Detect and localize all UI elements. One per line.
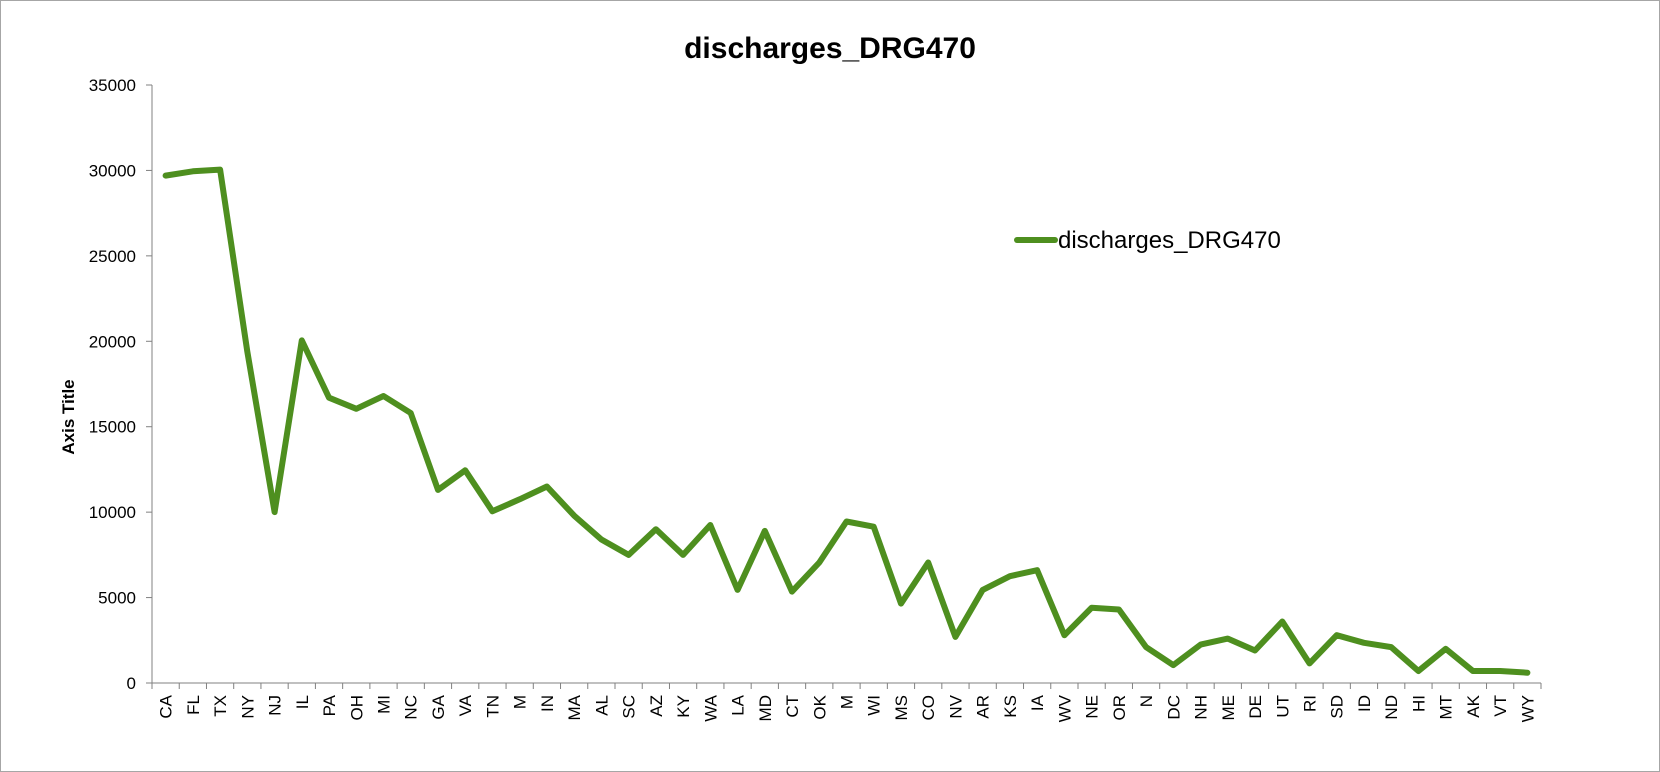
x-tick-label: CA: [157, 694, 176, 718]
x-tick-label: TN: [483, 695, 502, 718]
x-tick-label: PA: [320, 694, 339, 716]
axes: [146, 84, 1542, 689]
y-tick-label: 5000: [98, 589, 136, 608]
x-tick-label: RI: [1301, 695, 1320, 712]
x-tick-label: MT: [1437, 695, 1456, 720]
x-tick-label: DE: [1246, 695, 1265, 719]
x-tick-label: SC: [620, 695, 639, 719]
x-tick-label: M: [838, 695, 857, 709]
x-tick-label: OR: [1110, 695, 1129, 721]
x-tick-label: MI: [375, 695, 394, 714]
x-tick-label: SD: [1328, 695, 1347, 719]
legend: discharges_DRG470: [1014, 227, 1281, 254]
x-tick-label: ME: [1219, 695, 1238, 721]
x-tick-label: CO: [919, 695, 938, 721]
y-axis-title: Axis Title: [59, 379, 78, 454]
x-tick-labels: CA FL TX NY NJ IL PA OH MI NC GA VA TN M IN MA AL SC AZ KY W…: [157, 694, 1538, 722]
x-tick-label: NH: [1192, 695, 1211, 720]
x-tick-label: LA: [729, 694, 748, 715]
x-tick-label: TX: [211, 695, 230, 717]
x-tick-label: NC: [402, 695, 421, 720]
x-tick-label: WI: [865, 695, 884, 716]
y-tick-labels: 0 5000 10000 15000 20000 25000 30000 35000: [89, 76, 136, 693]
x-tick-label: KS: [1001, 695, 1020, 718]
chart-title: discharges_DRG470: [684, 32, 976, 65]
y-tick-label: 30000: [89, 161, 136, 180]
x-tick-label: OK: [810, 694, 829, 719]
y-tick-label: 35000: [89, 76, 136, 95]
y-tick-label: 25000: [89, 247, 136, 266]
x-tick-label: DC: [1164, 695, 1183, 720]
x-tick-label: OH: [347, 695, 366, 721]
series-line: [162, 166, 1531, 676]
x-tick-label: NV: [946, 694, 965, 718]
y-tick-label: 0: [127, 674, 136, 693]
x-tick-label: AR: [974, 695, 993, 719]
y-tick-label: 15000: [89, 418, 136, 437]
y-tick-label: 20000: [89, 332, 136, 351]
x-tick-label: KY: [674, 695, 693, 718]
x-tick-label: IA: [1028, 694, 1047, 711]
x-tick-label: AZ: [647, 695, 666, 717]
x-tick-label: VT: [1491, 695, 1510, 717]
series-layer: [162, 166, 1531, 676]
x-tick-label: AL: [592, 695, 611, 716]
x-tick-label: MA: [565, 694, 584, 720]
x-tick-label: AK: [1464, 694, 1483, 717]
x-tick-label: CT: [783, 695, 802, 718]
x-tick-label: FL: [184, 695, 203, 715]
x-tick-label: GA: [429, 694, 448, 719]
x-tick-label: UT: [1273, 695, 1292, 718]
x-tick-label: NE: [1083, 695, 1102, 719]
x-tick-label: N: [1137, 695, 1156, 707]
legend-label: discharges_DRG470: [1058, 227, 1281, 254]
x-tick-label: WV: [1055, 694, 1074, 722]
x-tick-label: VA: [456, 694, 475, 716]
x-tick-label: IN: [538, 695, 557, 712]
y-tick-label: 10000: [89, 503, 136, 522]
x-tick-label: MS: [892, 695, 911, 721]
x-tick-label: ND: [1382, 695, 1401, 720]
x-tick-label: ID: [1355, 695, 1374, 712]
x-tick-label: WY: [1518, 695, 1537, 722]
x-tick-label: NJ: [266, 695, 285, 716]
x-tick-label: WA: [701, 694, 720, 721]
x-tick-label: M: [511, 695, 530, 709]
x-tick-label: IL: [293, 695, 312, 709]
x-tick-label: NY: [238, 695, 257, 719]
x-tick-label: MD: [756, 695, 775, 721]
x-tick-label: HI: [1409, 695, 1428, 712]
